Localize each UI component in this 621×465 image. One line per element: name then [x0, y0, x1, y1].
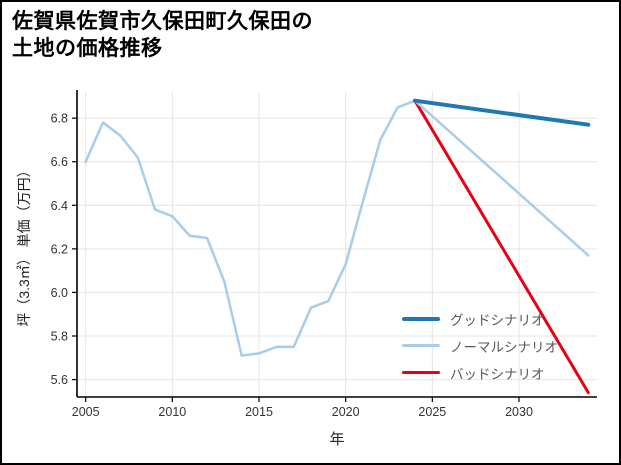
legend-swatch-bad [402, 371, 440, 374]
legend-item-bad: バッドシナリオ [402, 359, 558, 386]
y-tick-label: 5.6 [51, 373, 68, 387]
series-bad [413, 99, 590, 395]
x-tick-label: 2015 [245, 405, 273, 419]
legend-item-normal: ノーマルシナリオ [402, 332, 558, 359]
y-tick-label: 6.6 [51, 155, 68, 169]
y-tick-label: 6.8 [51, 112, 68, 126]
chart-title-line2: 土地の価格推移 [12, 37, 163, 60]
y-tick-label: 6.4 [51, 199, 68, 213]
series-history [84, 99, 417, 357]
y-tick-label: 6.0 [51, 286, 68, 300]
y-tick-label: 6.2 [51, 242, 68, 256]
y-tick-label: 5.8 [51, 330, 68, 344]
legend-label-bad: バッドシナリオ [450, 366, 545, 382]
legend-label-good: グッドシナリオ [450, 312, 545, 328]
legend: グッドシナリオ ノーマルシナリオ バッドシナリオ [402, 305, 558, 386]
legend-item-good: グッドシナリオ [402, 305, 558, 332]
y-axis-label: 坪（3.3㎡） 単価（万円） [16, 163, 32, 327]
x-tick-label: 2030 [505, 405, 533, 419]
x-tick-label: 2020 [332, 405, 360, 419]
x-tick-label: 2025 [418, 405, 446, 419]
x-tick-label: 2005 [72, 405, 100, 419]
legend-label-normal: ノーマルシナリオ [450, 339, 558, 355]
legend-swatch-good [402, 316, 440, 321]
series-normal [413, 99, 590, 257]
chart-title: 佐賀県佐賀市久保田町久保田の 土地の価格推移 [12, 8, 313, 62]
series-good [413, 98, 591, 127]
legend-swatch-normal [402, 344, 440, 347]
x-axis-label: 年 [329, 431, 345, 448]
chart-title-line1: 佐賀県佐賀市久保田町久保田の [12, 10, 313, 33]
x-tick-label: 2010 [158, 405, 186, 419]
